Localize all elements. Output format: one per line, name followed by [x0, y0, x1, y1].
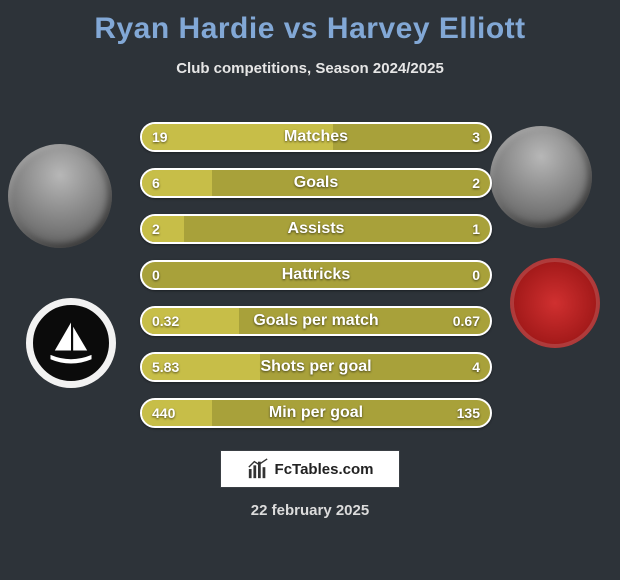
stat-bar: 5.834Shots per goal	[140, 352, 492, 382]
club-right-badge	[510, 258, 600, 348]
page-title: Ryan Hardie vs Harvey Elliott	[0, 0, 620, 46]
stat-label: Goals	[142, 170, 490, 196]
stat-bar: 62Goals	[140, 168, 492, 198]
player-right-avatar	[490, 126, 592, 228]
branding-text: FcTables.com	[275, 461, 374, 478]
stat-label: Shots per goal	[142, 354, 490, 380]
stat-bar: 21Assists	[140, 214, 492, 244]
date-stamp: 22 february 2025	[0, 502, 620, 519]
bar-chart-icon	[247, 458, 269, 480]
stat-bar: 193Matches	[140, 122, 492, 152]
stats-bar-chart: 193Matches 62Goals 21Assists 00Hattricks 0.3…	[140, 122, 492, 444]
stat-bar: 0.320.67Goals per match	[140, 306, 492, 336]
stat-label: Goals per match	[142, 308, 490, 334]
stat-bar: 440135Min per goal	[140, 398, 492, 428]
stat-label: Assists	[142, 216, 490, 242]
stat-label: Min per goal	[142, 400, 490, 426]
page-subtitle: Club competitions, Season 2024/2025	[0, 46, 620, 77]
sailboat-icon	[44, 316, 98, 370]
stat-label: Matches	[142, 124, 490, 150]
stat-label: Hattricks	[142, 262, 490, 288]
stat-bar: 00Hattricks	[140, 260, 492, 290]
branding-badge: FcTables.com	[220, 450, 400, 488]
club-left-badge	[26, 298, 116, 388]
player-left-avatar	[8, 144, 112, 248]
